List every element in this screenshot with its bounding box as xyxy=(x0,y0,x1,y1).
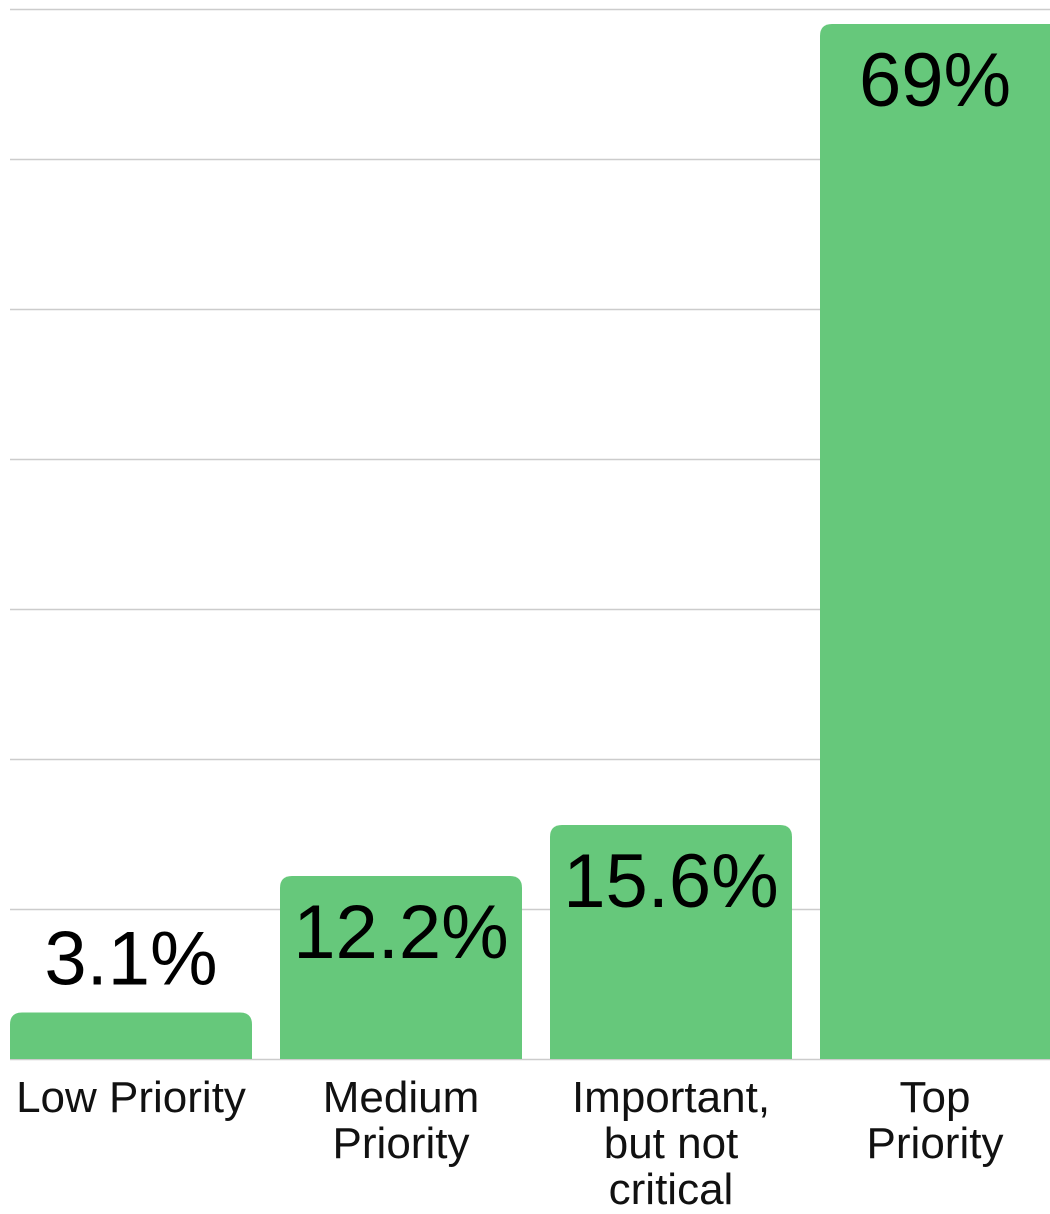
x-tick-label: Medium Priority xyxy=(322,1073,480,1168)
bar xyxy=(820,24,1050,1059)
x-tick-label: Important, but not critical xyxy=(571,1073,771,1214)
value-label: 15.6% xyxy=(563,839,779,924)
bar xyxy=(10,1012,252,1059)
value-label: 69% xyxy=(859,38,1011,123)
value-label: 3.1% xyxy=(44,917,217,1002)
x-tick-label: Low Priority xyxy=(16,1073,246,1122)
bar xyxy=(280,876,522,1059)
value-label: 12.2% xyxy=(293,890,509,975)
x-tick-label: Top Priority xyxy=(866,1073,1004,1168)
bar xyxy=(550,825,792,1059)
